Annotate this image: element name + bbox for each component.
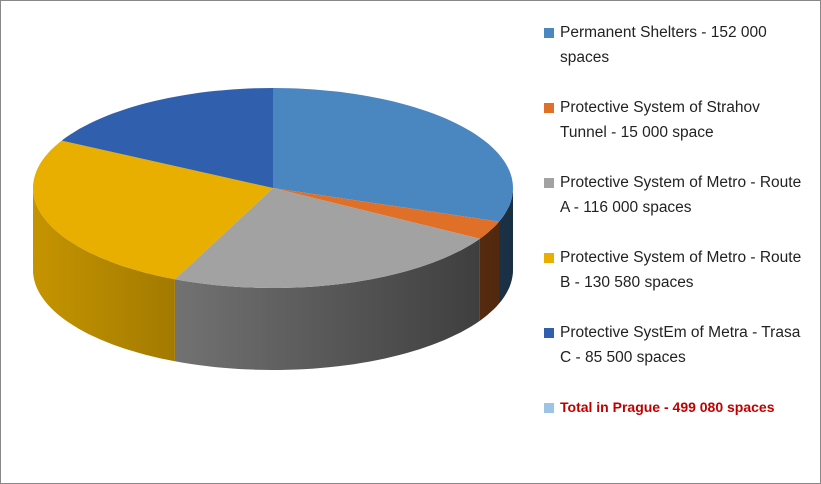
pie-slice xyxy=(174,188,480,370)
legend: Permanent Shelters - 152 000 spaces Prote… xyxy=(544,20,804,470)
legend-label: Total in Prague - 499 080 spaces xyxy=(560,399,775,415)
pie-slice xyxy=(273,88,513,304)
slice-side xyxy=(33,188,175,362)
legend-item: Permanent Shelters - 152 000 spaces xyxy=(544,20,804,95)
legend-swatch xyxy=(544,178,554,188)
legend-label: Protective System of Metro - Route A - 1… xyxy=(560,174,802,216)
pie-slice xyxy=(61,88,274,188)
legend-swatch xyxy=(544,403,554,413)
pie-slice xyxy=(33,140,273,362)
legend-item: Protective System of Strahov Tunnel - 15… xyxy=(544,95,804,170)
legend-swatch xyxy=(544,328,554,338)
legend-swatch xyxy=(544,103,554,113)
pie-slice xyxy=(273,188,499,321)
legend-item: Total in Prague - 499 080 spaces xyxy=(544,395,804,470)
slice-top xyxy=(174,188,480,288)
slice-top xyxy=(273,88,513,222)
slice-side xyxy=(174,238,480,370)
legend-item: Protective SystEm of Metra - Trasa C - 8… xyxy=(544,320,804,395)
slice-top xyxy=(61,88,274,188)
legend-label: Permanent Shelters - 152 000 spaces xyxy=(560,24,767,66)
legend-label: Protective System of Strahov Tunnel - 15… xyxy=(560,99,760,141)
slice-side xyxy=(499,188,513,304)
legend-swatch xyxy=(544,253,554,263)
slice-side xyxy=(479,221,499,321)
slice-top xyxy=(33,140,273,280)
legend-label: Protective System of Metro - Route B - 1… xyxy=(560,249,802,291)
slice-top xyxy=(273,188,499,239)
legend-label: Protective SystEm of Metra - Trasa C - 8… xyxy=(560,324,801,366)
legend-swatch xyxy=(544,28,554,38)
legend-item: Protective System of Metro - Route A - 1… xyxy=(544,170,804,245)
legend-item: Protective System of Metro - Route B - 1… xyxy=(544,245,804,320)
